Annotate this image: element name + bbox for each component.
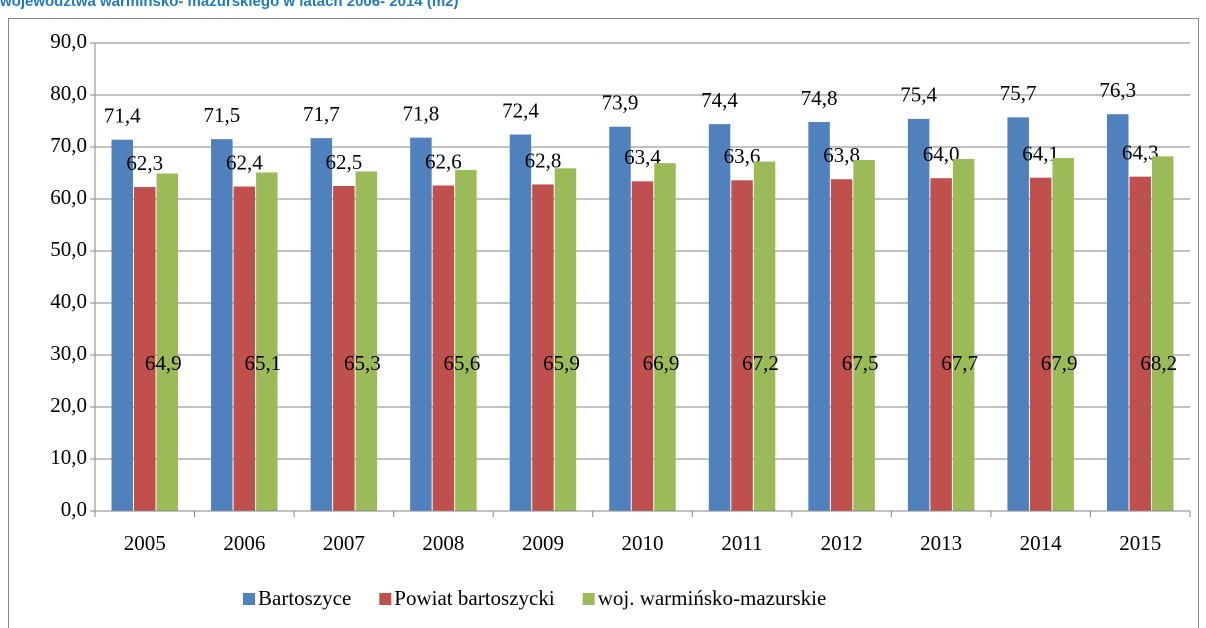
x-tick-label: 2014 — [1020, 531, 1063, 555]
bar — [355, 171, 378, 511]
y-tick-label: 60,0 — [50, 185, 87, 209]
data-label: 73,9 — [602, 91, 639, 115]
y-tick-label: 10,0 — [50, 445, 87, 469]
bar — [532, 184, 554, 511]
bar — [808, 122, 830, 511]
bar — [1029, 177, 1052, 511]
y-tick-label: 30,0 — [50, 341, 87, 365]
legend-label: Bartoszyce — [258, 586, 351, 610]
legend-swatch — [243, 593, 255, 605]
data-label: 76,3 — [1099, 78, 1136, 102]
bar — [333, 186, 355, 511]
data-label: 67,7 — [941, 351, 978, 375]
x-tick-label: 2007 — [323, 531, 365, 555]
data-label: 62,6 — [425, 149, 462, 173]
x-tick-label: 2013 — [920, 531, 962, 555]
data-label: 65,6 — [444, 351, 481, 375]
x-tick-label: 2010 — [622, 531, 664, 555]
bar — [853, 160, 875, 511]
y-tick-label: 90,0 — [50, 29, 87, 53]
legend-swatch — [379, 593, 392, 605]
data-label: 74,8 — [801, 86, 838, 110]
bar — [830, 179, 853, 512]
x-tick-label: 2009 — [522, 531, 564, 555]
data-label: 62,4 — [226, 150, 263, 174]
x-tick-label: 2008 — [422, 531, 464, 555]
bar — [156, 173, 179, 511]
bar — [1052, 157, 1074, 512]
data-label: 68,2 — [1140, 351, 1177, 375]
data-label: 71,4 — [104, 104, 141, 128]
legend-label: Powiat bartoszycki — [394, 586, 555, 610]
bar — [952, 158, 975, 511]
bar — [432, 185, 455, 512]
bar — [134, 187, 156, 512]
data-label: 62,5 — [325, 150, 362, 174]
y-tick-label: 50,0 — [50, 237, 87, 261]
bar — [310, 138, 333, 511]
data-label: 72,4 — [502, 98, 539, 122]
data-label: 67,2 — [742, 351, 779, 375]
x-tick-label: 2012 — [821, 531, 863, 555]
data-label: 62,3 — [126, 151, 163, 175]
x-tick-label: 2011 — [721, 531, 762, 555]
data-label: 62,8 — [525, 148, 562, 172]
chart-title: województwa warmińsko- mazurskiego w lat… — [0, 0, 459, 10]
y-tick-label: 80,0 — [50, 81, 87, 105]
bar — [930, 178, 952, 511]
bar — [1151, 156, 1174, 512]
data-label: 71,7 — [303, 102, 340, 126]
data-label: 64,9 — [145, 351, 182, 375]
data-label: 75,4 — [900, 83, 937, 107]
bar — [708, 124, 731, 512]
data-label: 67,5 — [842, 351, 879, 375]
y-tick-label: 70,0 — [50, 133, 87, 157]
y-tick-label: 20,0 — [50, 393, 87, 417]
bar — [455, 169, 477, 511]
bar — [233, 186, 256, 511]
bar — [554, 168, 577, 511]
data-label: 66,9 — [643, 351, 680, 375]
bar — [654, 163, 676, 511]
bar — [1007, 117, 1029, 512]
legend-label: woj. warmińsko-mazurskie — [598, 586, 827, 610]
y-tick-label: 0,0 — [61, 497, 87, 521]
bar — [907, 118, 930, 512]
bar — [631, 181, 654, 511]
data-label: 65,3 — [344, 351, 381, 375]
bar — [1129, 176, 1151, 511]
bar — [753, 161, 776, 511]
data-label: 75,7 — [1000, 81, 1037, 105]
chart-border — [8, 18, 1199, 628]
y-tick-label: 40,0 — [50, 289, 87, 313]
x-tick-label: 2015 — [1119, 531, 1161, 555]
data-label: 71,8 — [403, 101, 440, 125]
data-label: 71,5 — [203, 103, 240, 127]
bar — [731, 180, 753, 511]
bar — [111, 139, 134, 511]
bar — [609, 126, 631, 511]
bar — [410, 137, 432, 511]
bar — [256, 172, 278, 512]
data-label: 74,4 — [701, 88, 738, 112]
bar — [1106, 114, 1129, 512]
data-label: 67,9 — [1041, 351, 1078, 375]
x-tick-label: 2005 — [124, 531, 166, 555]
bar — [509, 134, 532, 511]
data-label: 65,1 — [244, 351, 281, 375]
legend-swatch — [582, 593, 595, 605]
x-tick-label: 2006 — [223, 531, 265, 555]
bar — [211, 139, 233, 511]
data-label: 65,9 — [543, 351, 580, 375]
